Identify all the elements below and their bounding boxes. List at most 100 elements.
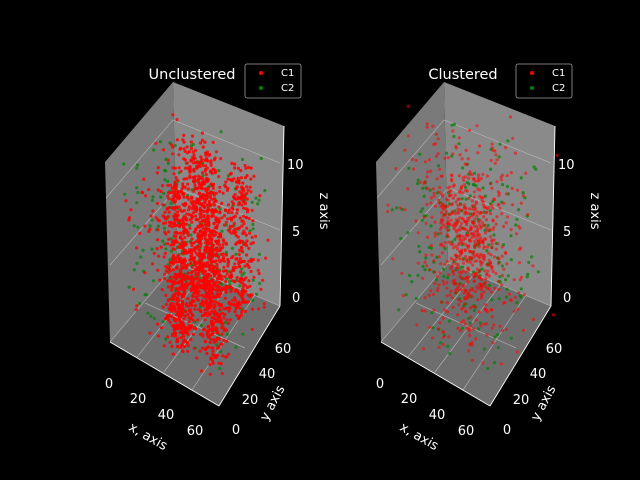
legend-label: C2 [552, 83, 565, 94]
data-point-c1 [467, 207, 471, 211]
data-point-c1 [172, 172, 176, 176]
data-point-c2 [421, 264, 425, 268]
data-point-c1 [186, 208, 190, 212]
data-point-c1 [500, 212, 504, 216]
data-point-c2 [146, 311, 150, 315]
data-point-c1 [403, 148, 407, 152]
data-point-c1 [214, 312, 218, 316]
data-point-c1 [425, 122, 429, 126]
data-point-c1 [218, 308, 222, 312]
data-point-c1 [497, 257, 501, 261]
data-point-c1 [230, 161, 234, 165]
data-point-c1 [464, 148, 468, 152]
data-point-c1 [505, 262, 509, 266]
x-axis-label: x, axis [397, 420, 441, 454]
data-point-c1 [217, 205, 221, 209]
data-point-c1 [176, 210, 180, 214]
data-point-c1 [526, 212, 530, 217]
data-point-c1 [203, 255, 207, 259]
data-point-c1 [171, 302, 175, 306]
data-point-c1 [432, 259, 436, 263]
data-point-c1 [243, 163, 247, 168]
data-point-c1 [177, 306, 181, 310]
data-point-c1 [228, 172, 232, 176]
data-point-c1 [186, 274, 190, 278]
data-point-c1 [200, 219, 204, 223]
data-point-c1 [222, 214, 227, 218]
data-point-c1 [239, 270, 243, 274]
data-point-c1 [450, 179, 454, 183]
data-point-c1 [183, 288, 187, 292]
data-point-c1 [482, 215, 486, 219]
data-point-c1 [483, 280, 487, 284]
data-point-c1 [449, 189, 453, 193]
data-point-c1 [162, 255, 166, 259]
data-point-c1 [201, 284, 205, 288]
data-point-c1 [190, 265, 194, 269]
data-point-c1 [427, 158, 431, 162]
data-point-c2 [159, 195, 163, 199]
data-point-c1 [238, 216, 242, 220]
z-tick-label: 5 [292, 225, 300, 240]
data-point-c1 [170, 143, 174, 147]
data-point-c1 [466, 157, 470, 161]
data-point-c1 [226, 211, 230, 215]
data-point-c2 [138, 301, 142, 305]
data-point-c1 [490, 186, 494, 190]
data-point-c2 [460, 197, 464, 201]
data-point-c1 [475, 234, 480, 238]
data-point-c1 [468, 324, 473, 328]
data-point-c1 [185, 341, 189, 345]
data-point-c1 [479, 263, 483, 267]
data-point-c2 [497, 155, 501, 159]
data-point-c1 [204, 223, 208, 227]
data-point-c1 [220, 274, 224, 278]
data-point-c1 [202, 182, 207, 186]
data-point-c2 [259, 156, 263, 161]
data-point-c1 [456, 298, 460, 302]
data-point-c1 [250, 235, 254, 239]
data-point-c1 [203, 233, 207, 238]
data-point-c1 [427, 325, 431, 329]
data-point-c1 [219, 235, 223, 239]
data-point-c1 [474, 337, 478, 341]
data-point-c2 [215, 343, 219, 347]
data-point-c1 [196, 225, 200, 229]
data-point-c1 [477, 245, 481, 249]
data-point-c1 [209, 245, 214, 249]
data-point-c1 [182, 195, 186, 199]
data-point-c1 [259, 287, 263, 291]
data-point-c1 [208, 301, 212, 305]
data-point-c1 [200, 138, 205, 142]
data-point-c1 [241, 300, 245, 304]
data-point-c1 [191, 332, 195, 336]
data-point-c1 [181, 185, 185, 189]
data-point-c2 [497, 297, 501, 301]
data-point-c1 [489, 253, 493, 257]
data-point-c2 [472, 308, 476, 312]
data-point-c1 [198, 332, 203, 336]
data-point-c2 [525, 275, 529, 279]
data-point-c1 [175, 340, 179, 344]
data-point-c1 [183, 328, 187, 332]
data-point-c1 [217, 217, 221, 221]
data-point-c1 [188, 149, 192, 154]
data-point-c1 [456, 207, 460, 211]
data-point-c1 [241, 297, 245, 301]
data-point-c1 [192, 189, 196, 193]
data-point-c1 [440, 192, 444, 196]
data-point-c1 [164, 302, 168, 307]
data-point-c1 [147, 229, 151, 234]
data-point-c1 [247, 216, 251, 221]
data-point-c1 [479, 236, 483, 240]
scatter-points [386, 104, 559, 371]
data-point-c1 [193, 307, 197, 311]
data-point-c1 [471, 232, 475, 237]
data-point-c1 [198, 235, 202, 239]
data-point-c1 [221, 191, 225, 195]
data-point-c1 [438, 227, 443, 231]
data-point-c1 [478, 239, 483, 243]
data-point-c1 [218, 277, 222, 281]
data-point-c1 [481, 361, 485, 365]
data-point-c1 [131, 287, 136, 291]
